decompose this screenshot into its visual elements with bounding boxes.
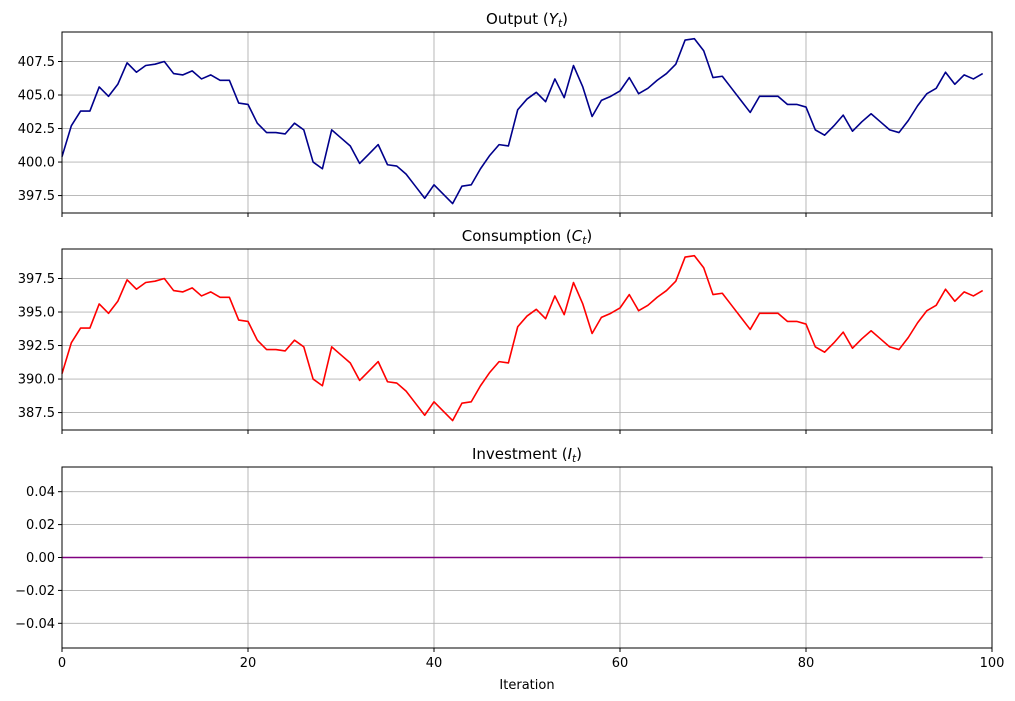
consumption-ytick-label: 395.0: [18, 306, 55, 321]
consumption-ytick-label: 387.5: [18, 406, 55, 421]
consumption-series-line: [61, 254, 984, 422]
output-panel: 397.5 400.0 402.5 405.0 407.5 Output (Yt): [18, 10, 993, 217]
investment-xtick-label: 100: [980, 656, 1005, 671]
investment-ytick-label: 0.04: [26, 485, 55, 500]
consumption-ytick-label: 392.5: [18, 339, 55, 354]
investment-xtick-label: 0: [58, 656, 66, 671]
output-ytick-label: 405.0: [18, 89, 55, 104]
investment-xtick-label: 40: [426, 656, 443, 671]
consumption-title: Consumption (Ct): [462, 227, 592, 247]
investment-xtick-label: 60: [612, 656, 629, 671]
output-title: Output (Yt): [486, 10, 568, 30]
output-ytick-label: 400.0: [18, 156, 55, 171]
output-series-line: [61, 37, 984, 205]
investment-title: Investment (It): [472, 445, 582, 465]
investment-ytick-label: −0.04: [15, 617, 55, 632]
consumption-ytick-label: 390.0: [18, 373, 55, 388]
investment-ytick-label: 0.00: [26, 551, 55, 566]
consumption-ytick-label: 397.5: [18, 272, 55, 287]
investment-xtick-label: 80: [798, 656, 815, 671]
output-ytick-label: 402.5: [18, 122, 55, 137]
output-ytick-label: 407.5: [18, 55, 55, 70]
output-axes-frame: [61, 31, 993, 214]
investment-xlabel: Iteration: [499, 678, 554, 693]
consumption-panel: 387.5 390.0 392.5 395.0 397.5 Consumption (Ct…: [18, 227, 993, 434]
investment-xtick-label: 20: [240, 656, 257, 671]
consumption-axes-frame: [61, 248, 993, 431]
investment-ytick-label: 0.02: [26, 518, 55, 533]
investment-panel: 0 20 40 60 80 100 −0.04 −0.02 0.00 0.02 0.04 Invest…: [15, 445, 1004, 693]
investment-ytick-label: −0.02: [15, 584, 55, 599]
output-ytick-label: 397.5: [18, 189, 55, 204]
